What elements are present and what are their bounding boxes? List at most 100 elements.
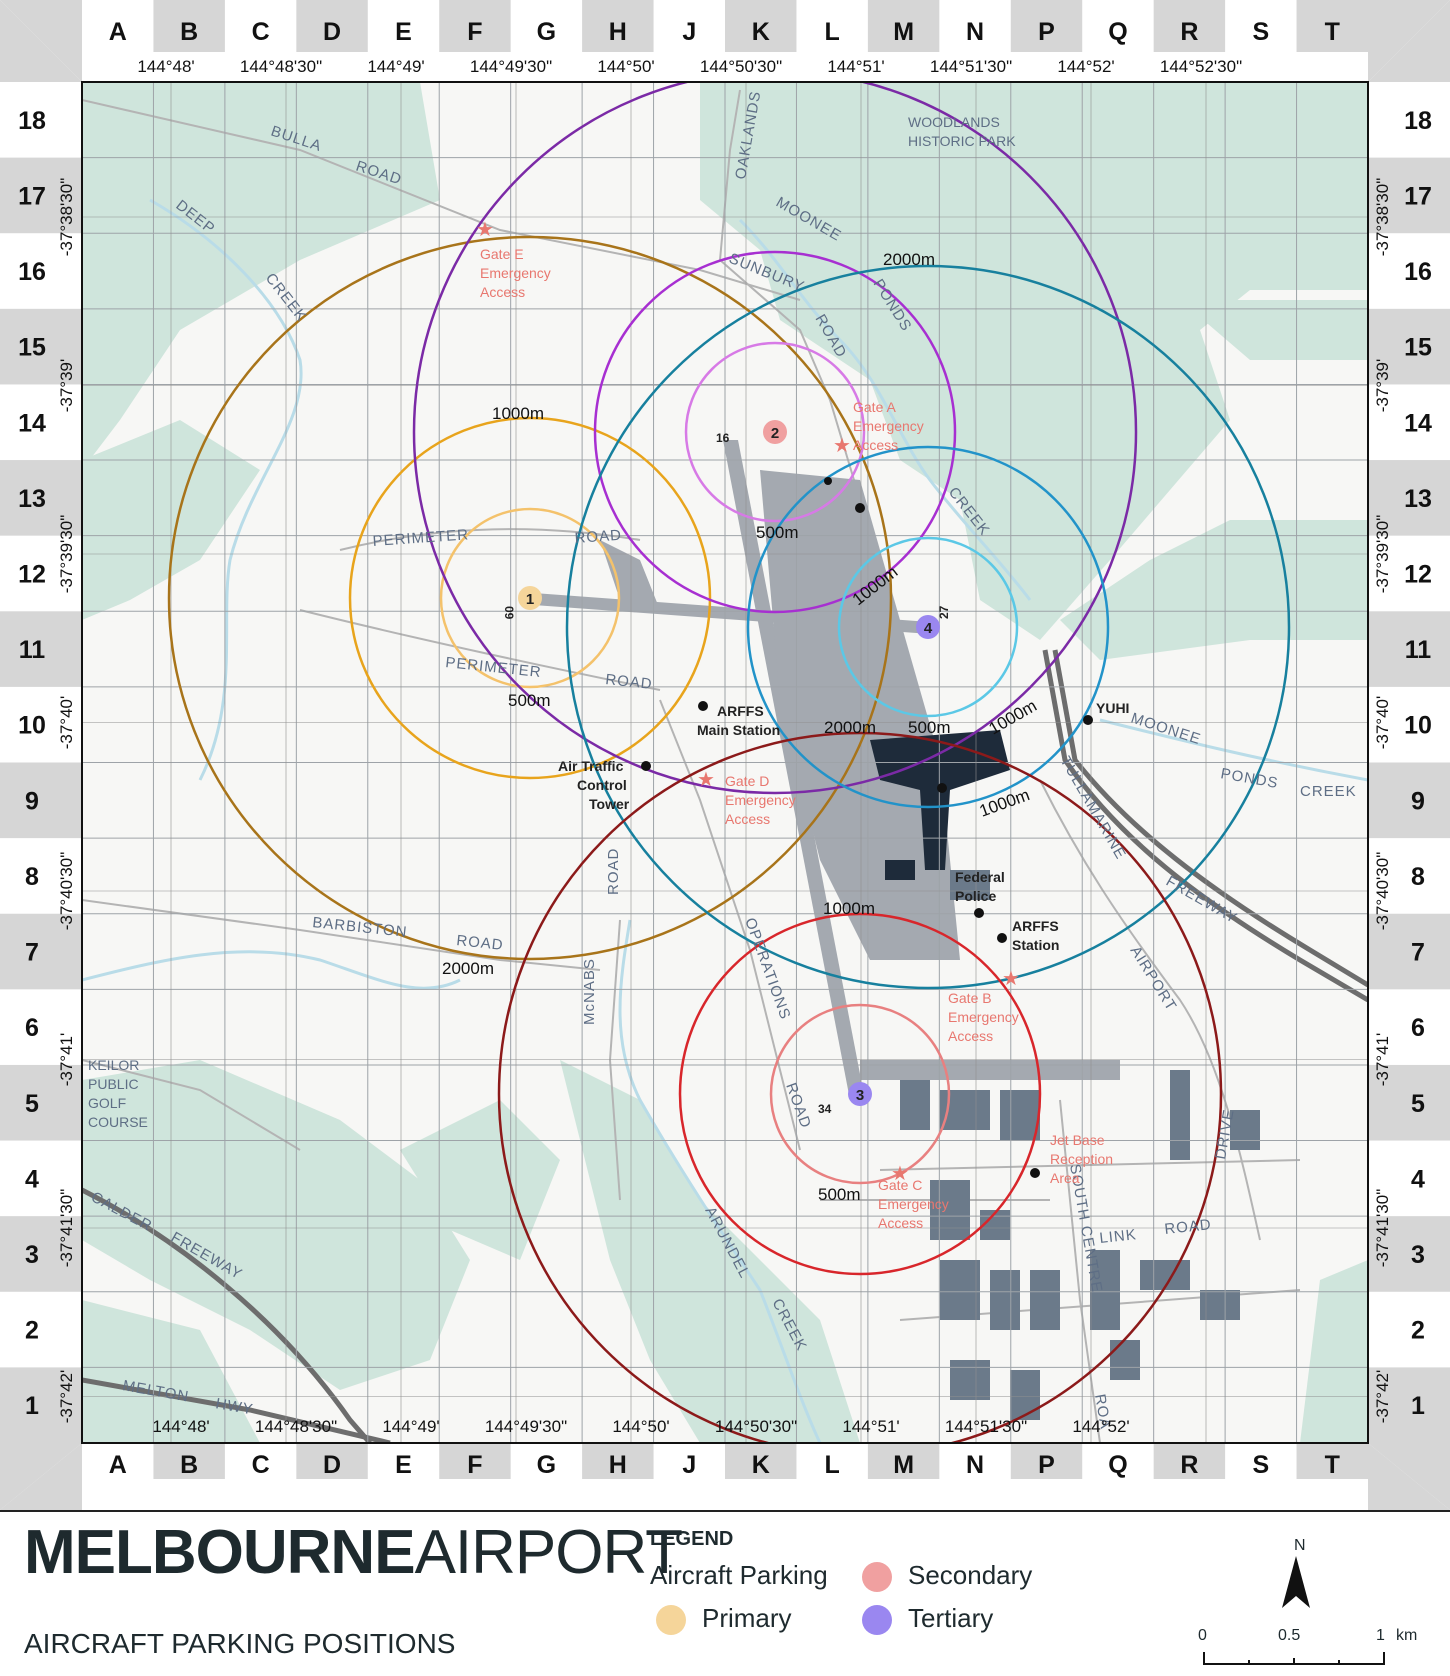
row-label-right: 18 <box>1404 107 1432 135</box>
column-band-bottom <box>1296 1443 1368 1479</box>
latitude-label-right: -37°41'30" <box>1373 1189 1392 1267</box>
ring-p1-1000m <box>348 416 712 780</box>
legend-secondary-label: Secondary <box>908 1560 1033 1590</box>
airport-map: BULLA ROAD DEEP CREEK OAKLANDS MOONEE SU… <box>0 0 1450 1510</box>
row-label-left: 15 <box>18 334 46 362</box>
row-label-left: 5 <box>25 1090 39 1118</box>
row-label-left: 6 <box>25 1014 39 1042</box>
scale-label-0: 0 <box>1198 1627 1207 1644</box>
ring-label-p3-1000m: 1000m <box>823 899 875 918</box>
row-band-left <box>0 308 82 385</box>
ring-p3-1000m <box>678 912 1042 1276</box>
gate-d-label: Gate D <box>725 773 769 789</box>
column-label-bottom: T <box>1325 1451 1340 1479</box>
longitude-label-top: 144°49'30" <box>470 57 552 76</box>
row-band-right <box>1368 611 1450 687</box>
gate-d-line3: Access <box>725 811 770 827</box>
arffs-main-marker <box>698 701 708 711</box>
column-label-bottom: J <box>682 1451 696 1479</box>
row-band-right <box>1368 1367 1450 1443</box>
atc-tower-line3: Tower <box>589 796 630 812</box>
column-label-top: M <box>893 18 914 46</box>
federal-police-label: Federal <box>955 869 1005 885</box>
row-label-right: 5 <box>1411 1090 1425 1118</box>
column-label-top: L <box>825 18 840 46</box>
column-label-top: Q <box>1108 18 1127 46</box>
gate-e-star-icon: ★ <box>476 219 494 241</box>
row-label-left: 7 <box>25 939 39 967</box>
longitude-label-top: 144°48' <box>137 57 194 76</box>
road-label-perimeter-s-road: ROAD <box>605 671 654 693</box>
longitude-label-top: 144°50'30" <box>700 57 782 76</box>
place-label-public: PUBLIC <box>88 1076 139 1092</box>
row-band-right <box>1368 308 1450 385</box>
latitude-label-right: -37°40' <box>1373 696 1392 750</box>
jet-base-line2: Reception <box>1050 1151 1113 1167</box>
arffs-station-label: ARFFS <box>1012 918 1059 934</box>
column-band-top <box>296 0 368 52</box>
row-band-right <box>1368 913 1450 990</box>
parking-position-4-label: 4 <box>924 620 933 637</box>
column-label-top: F <box>467 18 482 46</box>
place-label-historic-park: HISTORIC PARK <box>908 133 1016 149</box>
longitude-label-bottom: 144°49' <box>382 1417 439 1436</box>
place-label-course: COURSE <box>88 1114 148 1130</box>
vegetation-areas <box>82 82 1368 1443</box>
north-arrow-icon <box>1282 1556 1310 1608</box>
gate-b-line3: Access <box>948 1028 993 1044</box>
gate-b-label: Gate B <box>948 990 992 1006</box>
jet-base-line3: Area <box>1050 1170 1080 1186</box>
longitude-label-top: 144°52'30" <box>1160 57 1242 76</box>
row-label-right: 16 <box>1404 258 1432 286</box>
creeks <box>82 198 1368 1443</box>
footer: MELBOURNEAIRPORT AIRCRAFT PARKING POSITI… <box>0 1510 1450 1676</box>
column-band-bottom <box>867 1443 940 1479</box>
range-rings <box>167 82 1291 1443</box>
place-label-golf: GOLF <box>88 1095 126 1111</box>
row-label-right: 12 <box>1404 560 1432 588</box>
latitude-label-right: -37°38'30" <box>1373 178 1392 256</box>
column-band-bottom <box>1153 1443 1226 1479</box>
column-label-top: G <box>537 18 556 46</box>
row-label-left: 1 <box>25 1392 39 1420</box>
gate-a-line2: Emergency <box>853 418 924 434</box>
column-label-bottom: P <box>1038 1451 1055 1479</box>
longitude-label-top: 144°51'30" <box>930 57 1012 76</box>
gate-e-line2: Emergency <box>480 265 551 281</box>
longitude-label-top: 144°48'30" <box>240 57 322 76</box>
gate-a-label: Gate A <box>853 399 896 415</box>
latitude-label-right: -37°39' <box>1373 359 1392 413</box>
place-label-woodlands: WOODLANDS <box>908 114 1000 130</box>
row-label-right: 2 <box>1411 1317 1425 1345</box>
column-label-top: B <box>180 18 198 46</box>
longitude-label-top: 144°49' <box>367 57 424 76</box>
column-label-bottom: E <box>395 1451 412 1479</box>
row-band-left <box>0 1064 82 1141</box>
parking-position-3-marker <box>848 1082 872 1106</box>
yuhi-label: YUHI <box>1096 700 1129 716</box>
atc-tower-label: Air Traffic <box>558 758 624 774</box>
map-border <box>81 81 1369 1444</box>
ring-p2-500m <box>684 341 866 523</box>
arffs-station-marker <box>997 933 1007 943</box>
parking-position-4-marker <box>916 615 940 639</box>
scale-label-unit: km <box>1396 1627 1417 1644</box>
row-label-right: 4 <box>1411 1165 1425 1193</box>
row-label-right: 7 <box>1411 939 1425 967</box>
ring-label-p3-500m: 500m <box>818 1185 861 1204</box>
longitude-label-bottom: 144°49'30" <box>485 1417 567 1436</box>
row-label-left: 10 <box>18 712 46 740</box>
row-label-left: 18 <box>18 107 46 135</box>
column-label-top: R <box>1180 18 1198 46</box>
scale-label-half: 0.5 <box>1278 1627 1300 1644</box>
row-band-left <box>0 913 82 990</box>
row-band-left <box>0 460 82 536</box>
column-label-bottom: F <box>467 1451 482 1479</box>
longitude-label-bottom: 144°50'30" <box>715 1417 797 1436</box>
column-label-top: S <box>1252 18 1269 46</box>
road-label-link: LINK <box>1099 1226 1138 1247</box>
facility-marker <box>937 783 947 793</box>
column-label-bottom: K <box>752 1451 770 1479</box>
runway-27-label: 27 <box>937 605 951 619</box>
road-label-barbiston-road: ROAD <box>456 932 505 954</box>
